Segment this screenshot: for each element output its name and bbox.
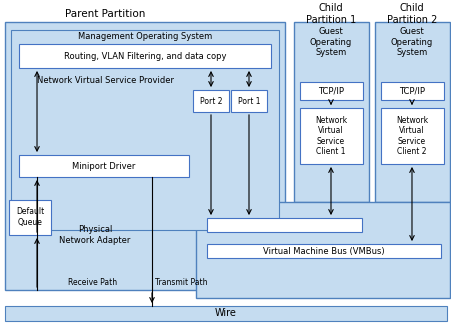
Bar xyxy=(374,22,449,202)
Bar xyxy=(207,218,361,232)
Text: Default
Queue: Default Queue xyxy=(16,207,44,227)
Bar xyxy=(380,82,443,100)
Text: Guest
Operating
System: Guest Operating System xyxy=(390,27,432,57)
Bar xyxy=(19,44,271,68)
Text: Physical
Network Adapter: Physical Network Adapter xyxy=(59,225,130,245)
Text: TCP/IP: TCP/IP xyxy=(318,87,343,96)
Bar xyxy=(19,155,189,177)
Text: Wire: Wire xyxy=(215,308,236,318)
Text: Transmit Path: Transmit Path xyxy=(155,277,207,286)
Text: Routing, VLAN Filtering, and data copy: Routing, VLAN Filtering, and data copy xyxy=(64,52,226,61)
Bar xyxy=(5,306,446,321)
Bar xyxy=(196,202,449,298)
Bar xyxy=(299,108,362,164)
Text: Child
Partition 1: Child Partition 1 xyxy=(305,3,355,25)
Text: Virtual Machine Bus (VMBus): Virtual Machine Bus (VMBus) xyxy=(262,247,384,256)
Text: Network Virtual Service Provider: Network Virtual Service Provider xyxy=(37,75,173,85)
Bar xyxy=(207,244,440,258)
Bar xyxy=(293,22,368,202)
Bar xyxy=(9,200,51,235)
Text: Miniport Driver: Miniport Driver xyxy=(72,161,135,170)
Text: Parent Partition: Parent Partition xyxy=(64,9,145,19)
Bar xyxy=(230,90,267,112)
Text: Port 1: Port 1 xyxy=(237,97,260,106)
Text: Port 2: Port 2 xyxy=(199,97,222,106)
Bar xyxy=(380,108,443,164)
Bar xyxy=(193,90,229,112)
Bar xyxy=(299,82,362,100)
Text: Child
Partition 2: Child Partition 2 xyxy=(386,3,436,25)
Bar xyxy=(5,22,285,290)
Text: Receive Path: Receive Path xyxy=(68,277,117,286)
Text: Network
Virtual
Service
Client 1: Network Virtual Service Client 1 xyxy=(314,116,346,156)
Text: Network
Virtual
Service
Client 2: Network Virtual Service Client 2 xyxy=(395,116,427,156)
Text: TCP/IP: TCP/IP xyxy=(398,87,424,96)
Bar xyxy=(11,30,278,230)
Text: Management Operating System: Management Operating System xyxy=(78,31,212,40)
Text: Guest
Operating
System: Guest Operating System xyxy=(309,27,351,57)
